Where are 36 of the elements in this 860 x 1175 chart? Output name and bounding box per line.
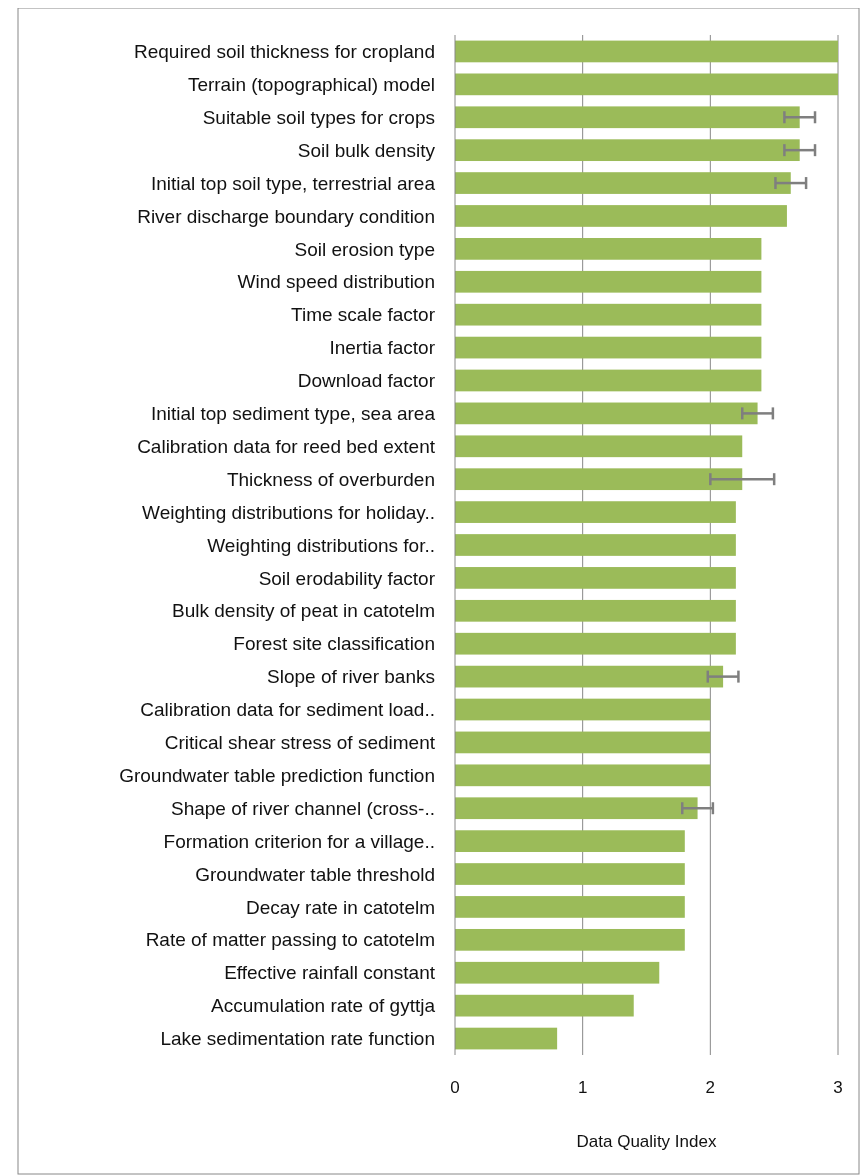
y-tick-label: Soil erosion type — [294, 238, 435, 260]
x-tick-label: 0 — [450, 1078, 460, 1097]
y-tick-label: Initial top sediment type, sea area — [150, 403, 436, 425]
y-tick-label: Soil erodability factor — [258, 567, 436, 589]
y-tick-label: Effective rainfall constant — [224, 962, 436, 984]
y-tick-label: Groundwater table prediction function — [119, 764, 435, 786]
y-tick-label: Terrain (topographical) model — [187, 74, 435, 95]
y-tick-label: Accumulation rate of gyttja — [211, 995, 436, 1017]
x-tick-label: 2 — [705, 1078, 716, 1097]
x-axis-title: Data Quality Index — [576, 1132, 717, 1151]
y-tick-label: Lake sedimentation rate function — [160, 1028, 435, 1050]
y-tick-label: Bulk density of peat in catotelm — [172, 600, 435, 622]
y-tick-label: Suitable soil types for crops — [202, 106, 435, 128]
y-tick-label: Calibration data for reed bed extent — [137, 435, 436, 457]
y-tick-label: Groundwater table threshold — [195, 863, 435, 885]
y-tick-label: Weighting distributions for.. — [207, 534, 435, 556]
y-tick-label: Slope of river banks — [267, 666, 435, 688]
y-tick-label: Soil bulk density — [297, 139, 436, 161]
y-tick-label: Inertia factor — [329, 337, 436, 359]
y-tick-label: Wind speed distribution — [237, 271, 435, 293]
y-tick-label: Calibration data for sediment load.. — [140, 699, 435, 721]
y-tick-label: Critical shear stress of sediment — [164, 732, 436, 754]
y-tick-label: Weighting distributions for holiday.. — [142, 501, 435, 523]
y-tick-label: Rate of matter passing to catotelm — [145, 929, 435, 951]
x-tick-label: 3 — [833, 1078, 843, 1097]
y-tick-label: Initial top soil type, terrestrial area — [150, 172, 436, 194]
y-tick-label: Download factor — [297, 370, 436, 392]
y-tick-label: Thickness of overburden — [226, 468, 435, 490]
y-tick-label: Forest site classification — [233, 633, 435, 655]
y-tick-label: River discharge boundary condition — [137, 205, 435, 227]
y-tick-label: Time scale factor — [291, 304, 436, 326]
y-tick-label: Shape of river channel (cross-.. — [170, 797, 435, 819]
y-tick-label: Formation criterion for a village.. — [163, 830, 435, 852]
y-tick-label: Decay rate in catotelm — [245, 896, 435, 918]
y-tick-label: Required soil thickness for cropland — [134, 41, 435, 63]
x-tick-label: 1 — [577, 1078, 588, 1097]
